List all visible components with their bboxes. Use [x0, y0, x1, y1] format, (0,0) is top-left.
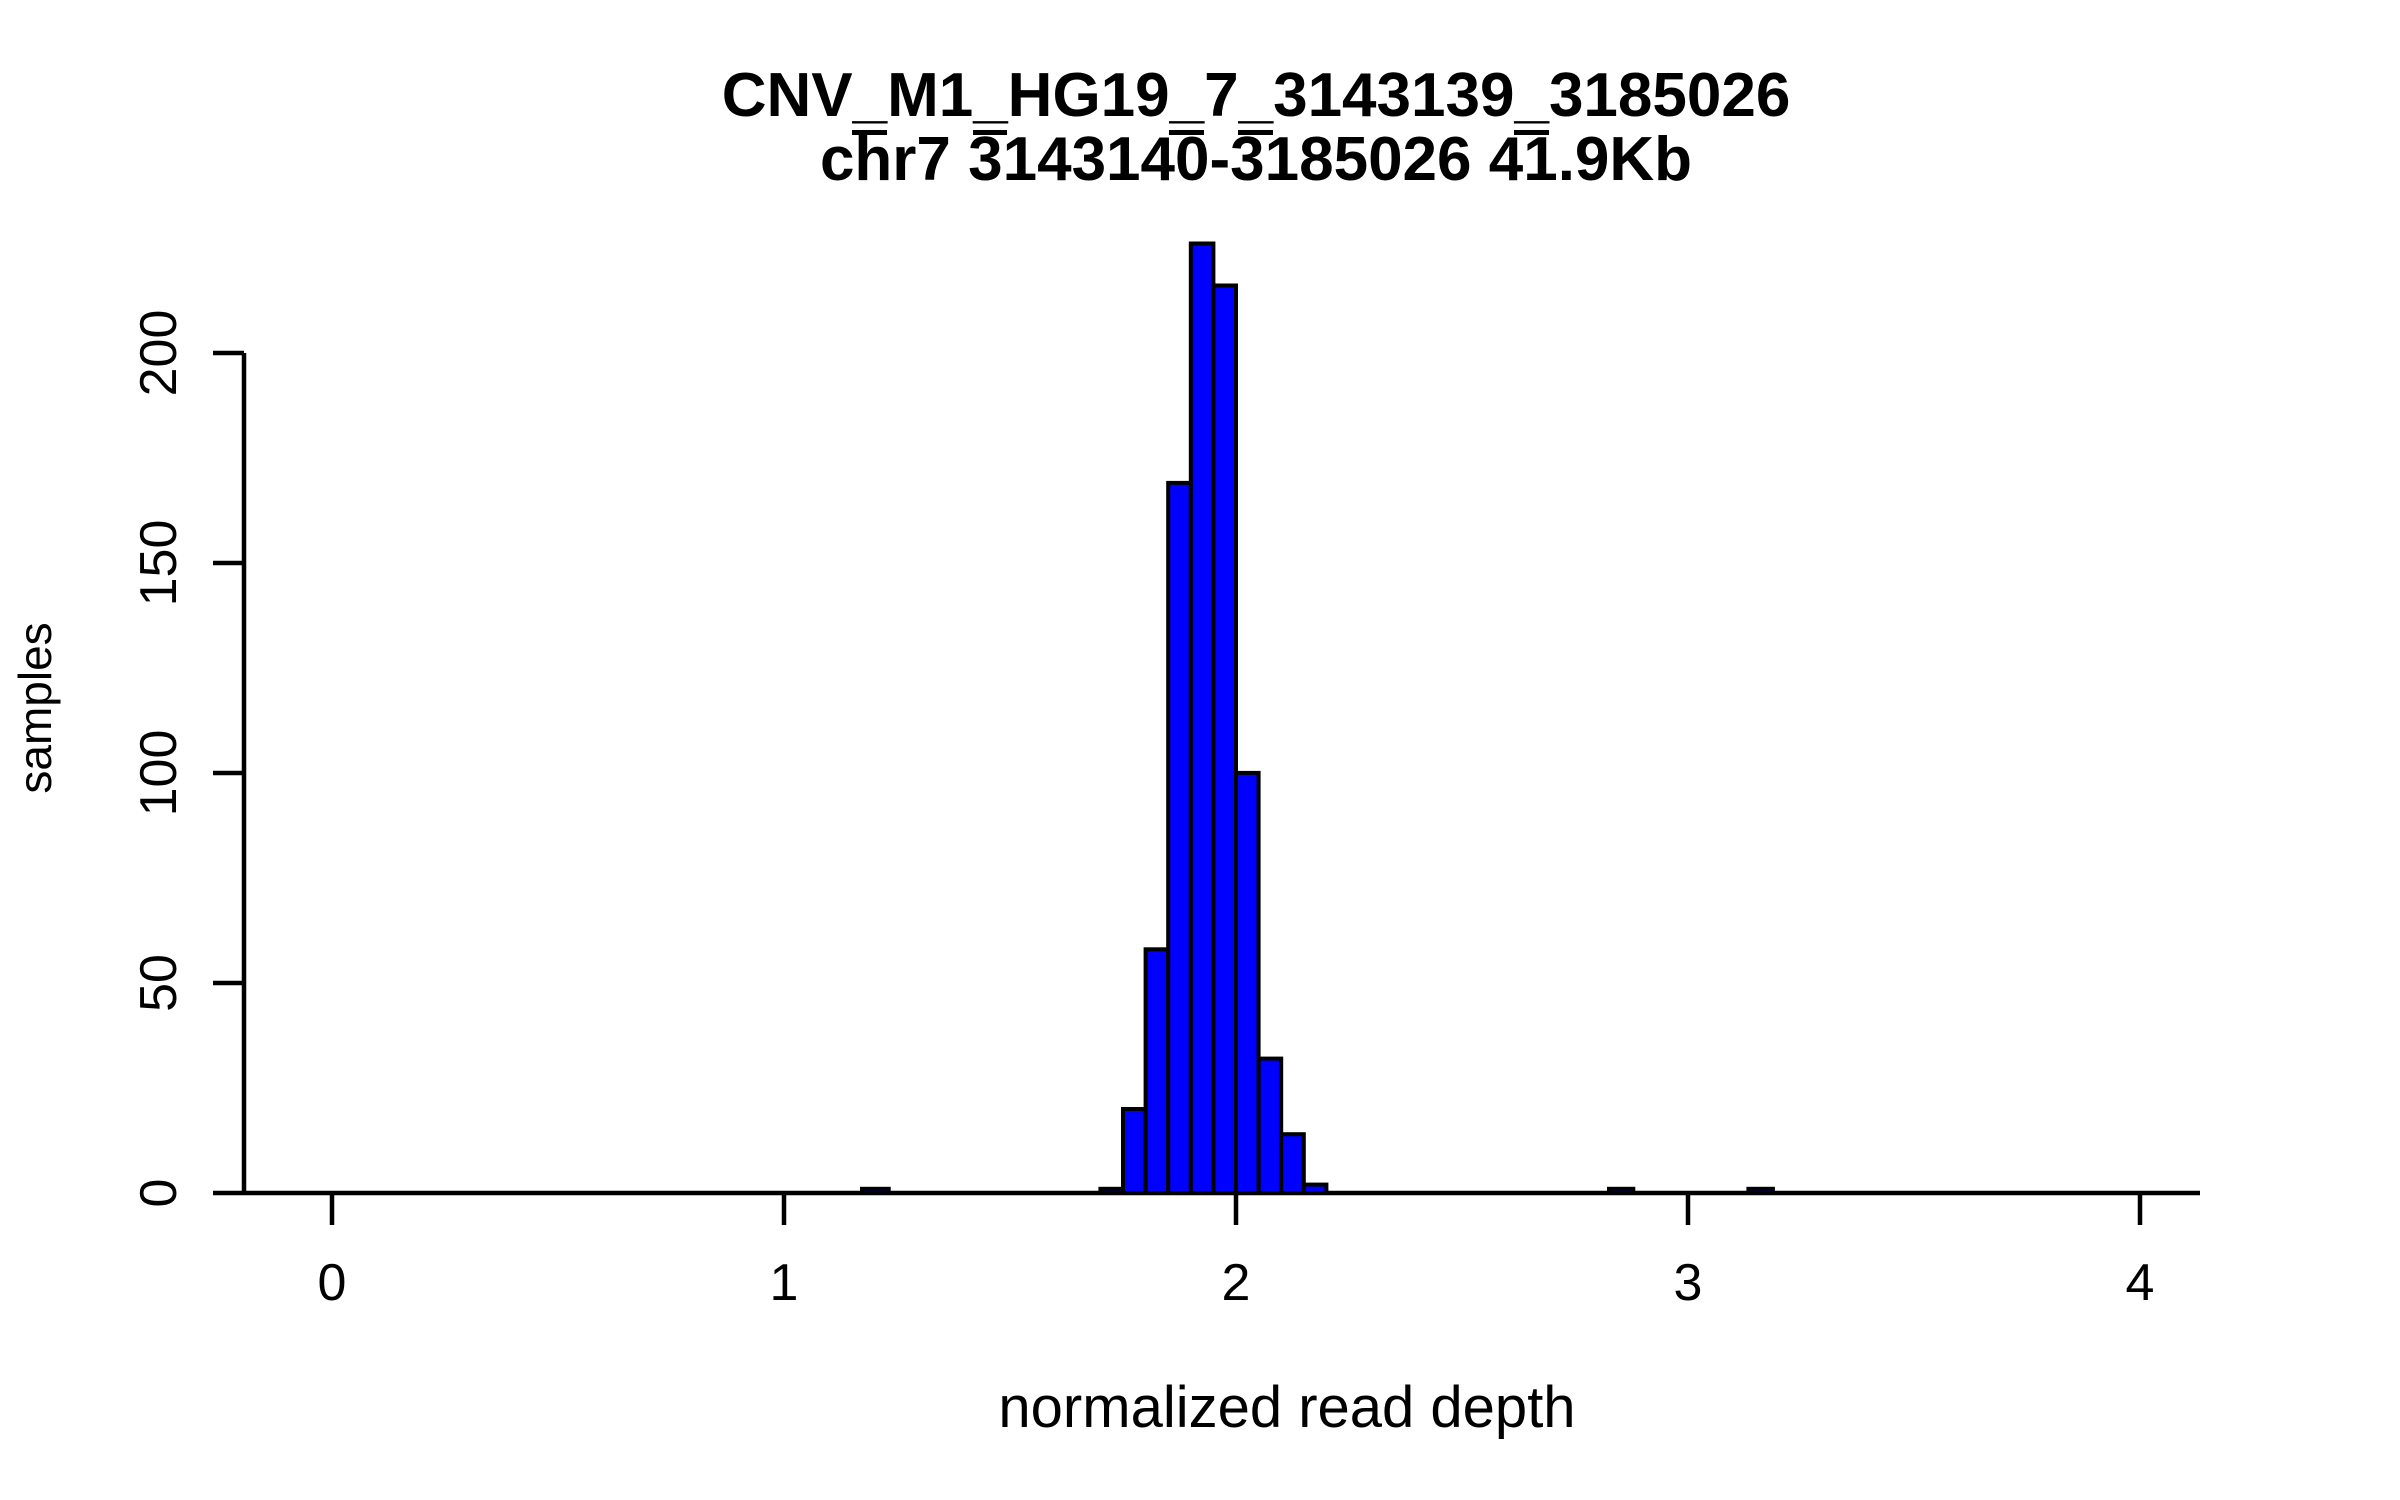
svg-text:samples: samples: [9, 622, 61, 793]
svg-text:3: 3: [1674, 1254, 1703, 1312]
svg-text:50: 50: [130, 954, 188, 1012]
svg-text:150: 150: [130, 520, 188, 607]
svg-text:4: 4: [2126, 1254, 2155, 1312]
svg-text:2: 2: [1222, 1254, 1251, 1312]
svg-text:0: 0: [318, 1254, 347, 1312]
svg-text:100: 100: [130, 730, 188, 817]
svg-text:200: 200: [130, 310, 188, 397]
svg-text:chr7 3143140-3185026 41.9Kb: chr7 3143140-3185026 41.9Kb: [820, 125, 1692, 194]
svg-text:1: 1: [770, 1254, 799, 1312]
svg-text:normalized read depth: normalized read depth: [998, 1375, 1575, 1440]
svg-text:0: 0: [130, 1179, 188, 1208]
svg-text:CNV_M1_HG19_7_3143139_3185026: CNV_M1_HG19_7_3143139_3185026: [722, 61, 1791, 130]
